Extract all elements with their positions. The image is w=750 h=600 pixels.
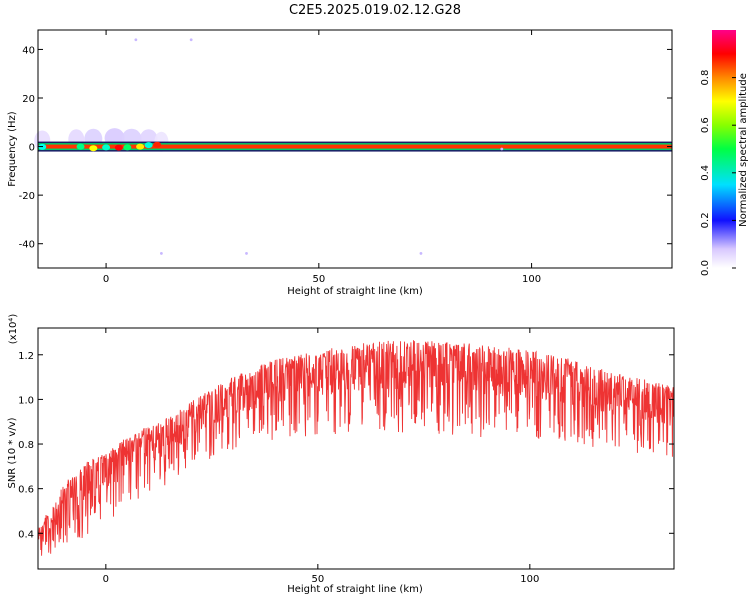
- colorbar: 0.0 0.2 0.4 0.6 0.8 Normalized spectral ampl…: [700, 30, 749, 276]
- spectrogram-ytick-label: 0: [29, 143, 35, 154]
- colorbar-tick-label: 0.8: [700, 70, 711, 86]
- snr-scale-note: (x10⁴): [8, 314, 19, 345]
- spectrogram-dot: [245, 252, 248, 255]
- snr-ytick-label: 0.4: [18, 529, 34, 540]
- spectrogram-ytick-label: 40: [22, 45, 35, 56]
- spectrogram-ticks: 0 50 100 -40 -20 0 20 40: [19, 30, 672, 285]
- spectrogram-ytick-label: -40: [19, 240, 35, 251]
- snr-ylabel: SNR (10 * v/v): [7, 417, 18, 488]
- snr-ytick-label: 1.2: [18, 351, 34, 362]
- spectrogram-panel: 0 50 100 -40 -20 0 20 40 Height of straight lin…: [7, 29, 673, 297]
- spectrogram-spot: [136, 143, 145, 150]
- snr-marks: [37, 340, 675, 556]
- snr-ytick-label: 0.6: [18, 485, 34, 496]
- spectrogram-spot: [102, 144, 111, 151]
- spectrogram-dot: [159, 252, 163, 255]
- colorbar-tick-label: 0.0: [700, 260, 711, 276]
- snr-ticks: 0 50 100 0.4 0.6 0.8 1.0 1.2: [18, 328, 674, 585]
- spectrogram-xlabel: Height of straight line (km): [287, 286, 423, 297]
- spectrogram-spot: [144, 142, 153, 149]
- colorbar-tick-label: 0.4: [700, 165, 711, 181]
- spectrogram-spot: [76, 143, 85, 150]
- spectrogram-dot: [134, 38, 138, 42]
- colorbar-tick-label: 0.6: [700, 117, 711, 133]
- spectrogram-spot: [153, 141, 162, 148]
- spectrogram-ylabel: Frequency (Hz): [7, 111, 18, 187]
- spectrogram-frame: [37, 29, 673, 269]
- colorbar-gradient: [712, 30, 736, 268]
- snr-panel: 0 50 100 0.4 0.6 0.8 1.0 1.2 Height of straight…: [7, 314, 675, 595]
- spectrogram-xtick-label: 100: [522, 274, 541, 285]
- snr-series-line: [37, 340, 675, 556]
- spectrogram-spot: [89, 145, 98, 152]
- spectrogram-dot: [189, 38, 193, 42]
- spectrogram-dot: [419, 252, 423, 255]
- snr-ytick-label: 0.8: [18, 440, 34, 451]
- snr-ytick-label: 1.0: [18, 395, 34, 406]
- spectrogram-ytick-label: -20: [19, 191, 35, 202]
- snr-xtick-label: 50: [311, 574, 324, 585]
- spectrogram-xtick-label: 0: [103, 274, 109, 285]
- spectrogram-dot: [500, 147, 504, 151]
- snr-frame: [37, 327, 675, 570]
- spectrogram-spot: [123, 144, 132, 151]
- spectrogram-spot: [114, 144, 123, 151]
- snr-xlabel: Height of straight line (km): [287, 584, 423, 595]
- colorbar-ticks: 0.0 0.2 0.4 0.6 0.8: [700, 70, 736, 276]
- spectrogram-band-inner: [38, 144, 672, 149]
- spectrogram-ytick-label: 20: [22, 94, 35, 105]
- colorbar-label: Normalized spectral amplitude: [738, 73, 749, 227]
- snr-xtick-label: 0: [103, 574, 109, 585]
- snr-xtick-label: 100: [520, 574, 539, 585]
- spectrogram-xtick-label: 50: [312, 274, 325, 285]
- colorbar-tick-label: 0.2: [700, 212, 711, 228]
- figure-title: C2E5.2025.019.02.12.G28: [289, 3, 461, 18]
- spectrogram-marks: [34, 38, 672, 255]
